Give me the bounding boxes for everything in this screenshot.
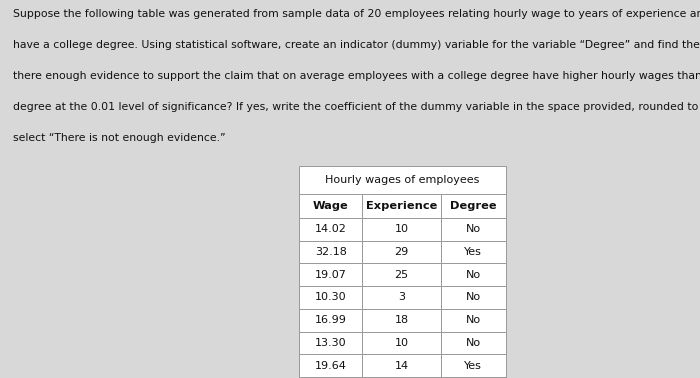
Bar bbox=[441, 332, 505, 354]
Bar bbox=[300, 263, 362, 286]
Bar bbox=[441, 218, 505, 241]
Bar bbox=[441, 286, 505, 309]
Bar bbox=[300, 377, 362, 378]
Text: Experience: Experience bbox=[366, 201, 438, 211]
Text: 10: 10 bbox=[395, 225, 409, 234]
Bar bbox=[362, 241, 441, 263]
Text: Yes: Yes bbox=[464, 361, 482, 370]
Text: No: No bbox=[466, 338, 481, 348]
Bar bbox=[362, 377, 441, 378]
Text: 10: 10 bbox=[395, 338, 409, 348]
Text: 19.07: 19.07 bbox=[315, 270, 346, 280]
Text: No: No bbox=[466, 315, 481, 325]
Text: No: No bbox=[466, 293, 481, 302]
Text: 19.64: 19.64 bbox=[315, 361, 346, 370]
Text: 18: 18 bbox=[394, 315, 409, 325]
Bar bbox=[362, 286, 441, 309]
Bar bbox=[362, 218, 441, 241]
Bar bbox=[300, 218, 362, 241]
Bar bbox=[300, 166, 505, 194]
Bar bbox=[300, 309, 362, 332]
Text: 3: 3 bbox=[398, 293, 405, 302]
Text: Degree: Degree bbox=[450, 201, 496, 211]
Bar bbox=[362, 263, 441, 286]
Bar bbox=[441, 377, 505, 378]
Bar bbox=[300, 286, 362, 309]
Text: Hourly wages of employees: Hourly wages of employees bbox=[326, 175, 480, 185]
Text: 25: 25 bbox=[394, 270, 409, 280]
Bar bbox=[362, 354, 441, 377]
Text: there enough evidence to support the claim that on average employees with a coll: there enough evidence to support the cla… bbox=[13, 71, 700, 81]
Bar bbox=[441, 194, 505, 218]
Bar bbox=[362, 309, 441, 332]
Bar bbox=[441, 241, 505, 263]
Text: Suppose the following table was generated from sample data of 20 employees relat: Suppose the following table was generate… bbox=[13, 9, 700, 19]
Text: No: No bbox=[466, 270, 481, 280]
Text: 10.30: 10.30 bbox=[315, 293, 346, 302]
Text: Yes: Yes bbox=[464, 247, 482, 257]
Text: 29: 29 bbox=[394, 247, 409, 257]
Text: 14.02: 14.02 bbox=[315, 225, 346, 234]
Bar bbox=[362, 194, 441, 218]
Bar bbox=[300, 194, 362, 218]
Text: Wage: Wage bbox=[313, 201, 349, 211]
Bar bbox=[441, 263, 505, 286]
Text: degree at the 0.01 level of significance? If yes, write the coefficient of the d: degree at the 0.01 level of significance… bbox=[13, 102, 700, 112]
Bar bbox=[362, 332, 441, 354]
Bar bbox=[300, 241, 362, 263]
Text: have a college degree. Using statistical software, create an indicator (dummy) v: have a college degree. Using statistical… bbox=[13, 40, 700, 50]
Bar bbox=[300, 354, 362, 377]
Text: 16.99: 16.99 bbox=[315, 315, 346, 325]
Bar bbox=[441, 309, 505, 332]
Text: select “There is not enough evidence.”: select “There is not enough evidence.” bbox=[13, 133, 225, 143]
Text: 13.30: 13.30 bbox=[315, 338, 346, 348]
Text: 32.18: 32.18 bbox=[315, 247, 346, 257]
Text: 14: 14 bbox=[394, 361, 409, 370]
Text: No: No bbox=[466, 225, 481, 234]
Bar bbox=[441, 354, 505, 377]
Bar bbox=[300, 332, 362, 354]
